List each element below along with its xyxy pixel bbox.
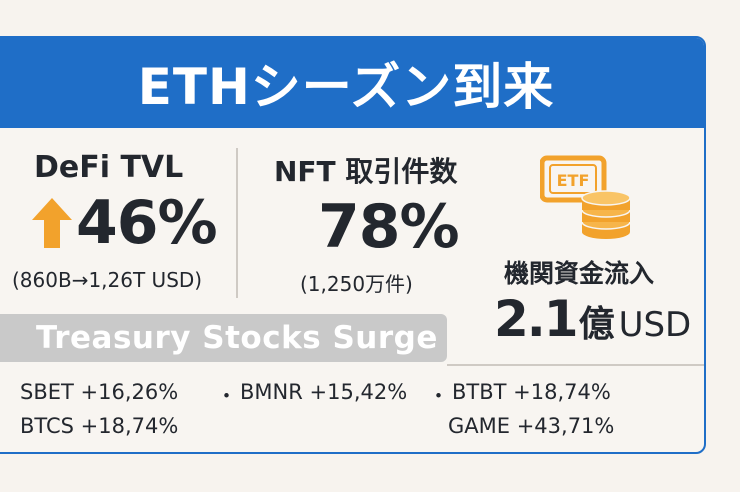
up-arrow-icon	[32, 198, 72, 248]
treasury-title: Treasury Stocks Surge	[36, 320, 438, 356]
ticker-btcs: BTCS +18,74%	[20, 414, 179, 438]
etf-label: 機関資金流入	[504, 259, 655, 288]
etf-value: 2.1億 USD	[494, 290, 691, 348]
defi-sub: (860B→1,26T USD)	[12, 268, 203, 292]
stat-divider	[236, 148, 238, 298]
nft-sub: (1,250万件)	[300, 272, 413, 296]
title-banner: ETHシーズン到来	[0, 38, 704, 128]
nft-value: 78%	[318, 192, 460, 262]
etf-value-currency: USD	[618, 305, 692, 345]
nft-label: NFT 取引件数	[274, 155, 458, 188]
etf-value-unit: 億	[578, 304, 615, 345]
treasury-banner: Treasury Stocks Surge	[0, 314, 447, 362]
section-divider	[447, 364, 704, 366]
defi-value: 46%	[76, 188, 218, 258]
ticker-bmnr: BMNR +15,42%	[240, 380, 408, 404]
banner-title: ETHシーズン到来	[137, 58, 555, 116]
ticker-sbet: SBET +16,26%	[20, 380, 179, 404]
etf-icon-text: ETF	[557, 171, 590, 190]
ticker-separator: ・	[216, 384, 237, 408]
etf-value-number: 2.1	[494, 290, 579, 348]
defi-label: DeFi TVL	[34, 150, 184, 185]
infographic-card: ETHシーズン到来 DeFi TVL 46% (860B→1,26T USD) …	[0, 36, 706, 454]
etf-coins-icon: ETF	[540, 155, 631, 239]
ticker-btbt: BTBT +18,74%	[452, 380, 611, 404]
ticker-separator: ・	[428, 384, 449, 408]
ticker-game: GAME +43,71%	[448, 414, 615, 438]
